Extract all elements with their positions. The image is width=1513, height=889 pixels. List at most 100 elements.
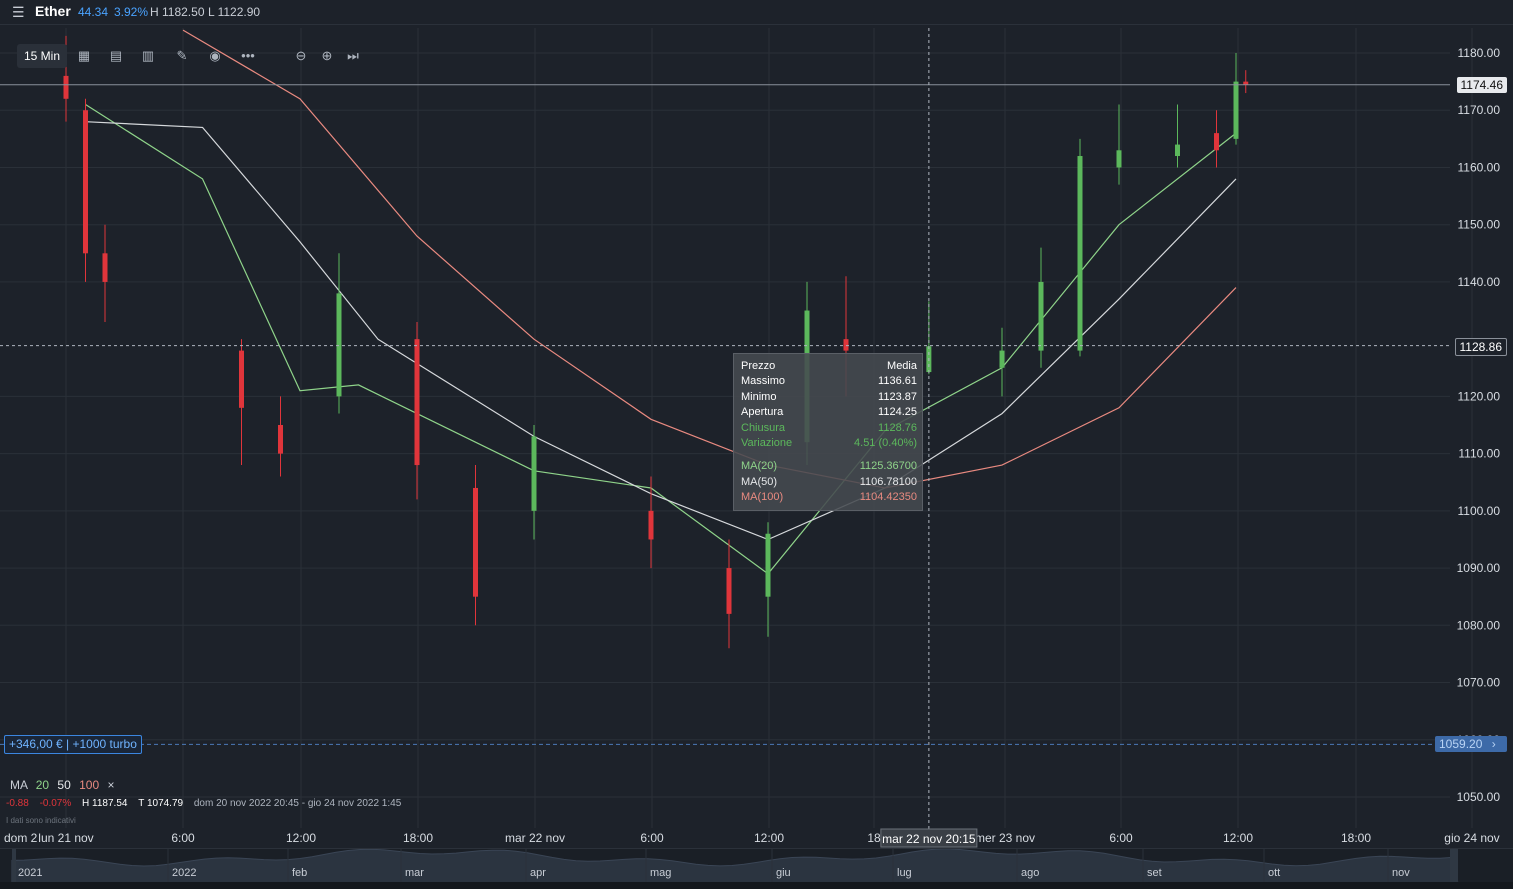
candle-body [1077,156,1083,351]
time-tick-label: lun 21 nov [38,831,93,845]
candle-body [102,253,108,282]
disclaimer-text: I dati sono indicativi [6,816,76,825]
tooltip-header-right: Media [887,360,917,372]
candle-body [1175,144,1180,157]
tooltip-header-left: Prezzo [741,360,776,372]
price-tick-label: 1150.00 [1458,218,1501,232]
price-tick-label: 1170.00 [1458,103,1501,117]
price-tick-label: 1160.00 [1458,160,1501,174]
go-to-end-icon[interactable]: ⏭ [347,48,359,63]
tooltip-ma-label: MA(50) [741,476,778,488]
crosshair-price-label: 1128.86 [1454,338,1507,356]
time-tick-label: 6:00 [1109,831,1133,845]
instrument-title: Ether [35,3,71,19]
day-high: H 1182.50 [150,5,205,19]
time-tick-label: 18:00 [1341,831,1371,845]
chart-grid [0,28,1473,828]
candle-body [726,568,732,614]
summary-change: -0.88 [6,798,29,809]
summary-range: dom 20 nov 2022 20:45 - gio 24 nov 2022 … [193,798,402,809]
time-tick-label: 18 [867,831,881,845]
navigator-label: apr [530,867,546,879]
navigator-label: ago [1021,867,1039,879]
ma100-label[interactable]: 100 [79,778,100,792]
summary-row: -0.88 -0.07% H 1187.54 T 1074.79 dom 20 … [6,798,401,809]
time-tick-label: 18:00 [403,831,433,845]
candle-body [414,339,420,466]
navigator-label: set [1147,867,1162,879]
time-tick-label: 12:00 [754,831,784,845]
ma50-label[interactable]: 50 [57,778,71,792]
tooltip-value: 4.51 (0.40%) [854,437,917,449]
price-tick-label: 1120.00 [1458,389,1501,403]
zoom-in-icon[interactable]: ⊕ [321,48,333,63]
change-value: 44.34 [78,5,109,19]
candle-body [239,350,244,408]
moving-averages [85,29,1237,575]
crosshair-time-label: mar 22 nov 20:15 [882,832,976,846]
tooltip-ma-value: 1104.42350 [859,491,917,503]
day-low: L 1122.90 [208,5,261,19]
tooltip-value: 1124.25 [878,406,917,418]
ma20-label[interactable]: 20 [35,778,50,792]
zoom-out-icon[interactable]: ⊖ [295,48,307,63]
navigator-label: 2021 [18,867,42,879]
time-tick-label: mar 22 nov [505,831,565,845]
calendar-icon[interactable]: ▦ [77,48,91,63]
navigator-graph: 2021 2022 feb mar apr mag giu lug ago set ott nov [11,848,1459,884]
time-tick-label: gio 24 nov [1444,831,1499,845]
summary-change-pct: -0.07% [39,798,72,809]
tooltip-label: Variazione [741,437,793,449]
candle-body [336,293,342,397]
summary-low: T 1074.79 [138,798,184,809]
close-icon[interactable]: × [107,778,115,792]
price-tick-label: 1090.00 [1457,561,1501,575]
tooltip-value: 1128.76 [878,422,917,434]
navigator-handle[interactable] [1450,849,1458,883]
tooltip-ma-label: MA(20) [741,460,778,472]
price-tick-label: 1100.00 [1458,504,1501,518]
time-navigator[interactable]: 2021 2022 feb mar apr mag giu lug ago set ott nov [0,848,1513,884]
bottom-strip [0,882,1513,889]
candlesticks [63,35,1249,649]
ma-legend: MA 20 50 100 × [10,778,114,792]
eye-icon[interactable]: ◉ [209,48,221,63]
candle-body [63,75,69,99]
tooltip-label: Massimo [741,375,786,387]
time-tick-label: 12:00 [1223,831,1253,845]
navigator-label: ott [1268,867,1280,879]
price-tick-label: 1080.00 [1457,618,1501,632]
ma-line [85,121,1237,541]
menu-icon[interactable]: ☰ [12,4,25,20]
tooltip-ma-value: 1125.36700 [859,460,917,472]
price-tick-label: 1180.00 [1458,46,1501,60]
navigator-label: mar [405,867,424,879]
navigator-handle[interactable] [12,849,16,883]
navigator-label: giu [776,867,791,879]
price-tick-label: 1070.00 [1457,676,1501,690]
timeframe-selector[interactable]: 15 Min [17,44,67,68]
candle-body [999,350,1005,368]
price-tick-label: 1110.00 [1458,447,1500,461]
tooltip-label: Minimo [741,391,777,403]
tooltip-value: 1136.61 [878,375,917,387]
tooltip-value: 1123.87 [878,391,917,403]
chart-type-icon[interactable]: ▥ [141,48,155,63]
candle-body [648,510,654,540]
tooltip-label: Apertura [741,406,784,418]
time-tick-label: mer 23 nov [975,831,1035,845]
price-chart[interactable]: 1180.00 1170.00 1160.00 1150.00 1140.00 1120.… [0,0,1513,848]
header-bar: ☰ Ether 44.34 3.92% H 1182.50 L 1122.90 [0,0,1513,25]
candle-body [765,533,771,597]
time-tick-label: 6:00 [640,831,664,845]
position-turbo-badge[interactable]: +346,00 € | +1000 turbo [4,735,142,754]
time-tick-label: dom 2 [4,831,38,845]
ma-title: MA [10,778,28,792]
chevron-right-icon: › [1491,737,1496,751]
draw-pencil-icon[interactable]: ✎ [176,48,188,63]
more-icon[interactable]: ••• [241,48,255,63]
navigator-label: nov [1392,867,1410,879]
price-axis: 1180.00 1170.00 1160.00 1150.00 1140.00 1120.… [1457,46,1501,804]
copy-layout-icon[interactable]: ▤ [109,48,123,63]
current-price-label: 1174.46 [1456,77,1507,93]
